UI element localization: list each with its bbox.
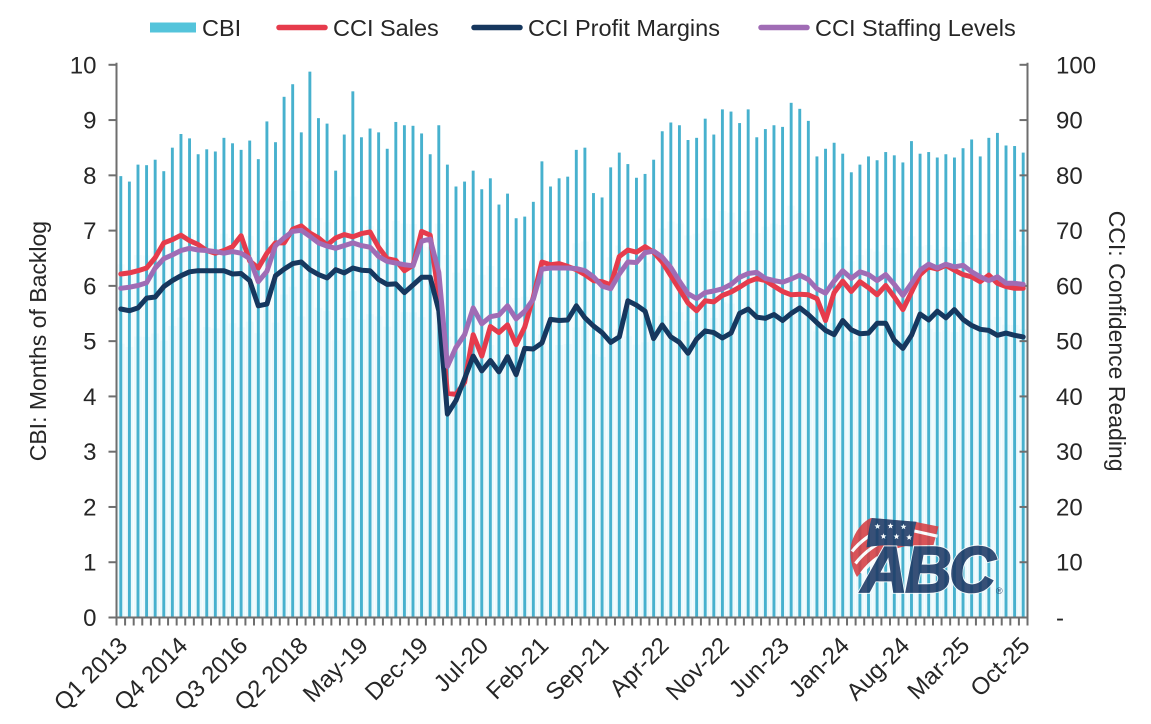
svg-text:70: 70 [1056, 218, 1083, 245]
svg-text:CBI: Months of Backlog: CBI: Months of Backlog [25, 221, 51, 461]
svg-text:Dec-19: Dec-19 [360, 632, 434, 706]
svg-text:10: 10 [1056, 550, 1083, 577]
svg-text:50: 50 [1056, 329, 1083, 356]
svg-text:40: 40 [1056, 384, 1083, 411]
svg-text:9: 9 [83, 108, 96, 135]
svg-text:5: 5 [83, 329, 96, 356]
svg-text:60: 60 [1056, 273, 1083, 300]
svg-text:Jan-24: Jan-24 [784, 632, 855, 703]
svg-text:7: 7 [83, 218, 96, 245]
svg-text:CCI: Confidence Reading: CCI: Confidence Reading [1104, 211, 1130, 472]
svg-text:CCI Staffing Levels: CCI Staffing Levels [815, 15, 1016, 41]
svg-text:8: 8 [83, 163, 96, 190]
svg-text:3: 3 [83, 439, 96, 466]
svg-text:Jun-23: Jun-23 [724, 632, 795, 703]
svg-text:CCI Sales: CCI Sales [333, 15, 439, 41]
svg-text:Apr-22: Apr-22 [604, 632, 674, 702]
svg-text:10: 10 [70, 52, 97, 79]
svg-text:ABC: ABC [859, 533, 997, 606]
svg-text:20: 20 [1056, 495, 1083, 522]
svg-text:Feb-21: Feb-21 [481, 632, 554, 705]
svg-text:May-19: May-19 [298, 632, 374, 708]
svg-text:Nov-22: Nov-22 [661, 632, 735, 706]
svg-text:Sep-21: Sep-21 [541, 632, 615, 706]
svg-text:CCI Profit Margins: CCI Profit Margins [528, 15, 720, 41]
svg-text:ABC: ABC [859, 533, 997, 606]
svg-text:90: 90 [1056, 108, 1083, 135]
svg-text:6: 6 [83, 273, 96, 300]
svg-text:Mar-25: Mar-25 [902, 632, 975, 705]
svg-text:®: ® [996, 586, 1003, 596]
svg-text:0: 0 [83, 605, 96, 632]
svg-text:CBI: CBI [202, 15, 241, 41]
svg-text:30: 30 [1056, 439, 1083, 466]
svg-text:100: 100 [1056, 52, 1096, 79]
svg-text:80: 80 [1056, 163, 1083, 190]
svg-text:Oct-25: Oct-25 [965, 632, 1035, 702]
svg-text:4: 4 [83, 384, 96, 411]
svg-text:2: 2 [83, 495, 96, 522]
svg-text:Aug-24: Aug-24 [841, 632, 915, 706]
svg-text:1: 1 [83, 550, 96, 577]
svg-text:-: - [1056, 605, 1064, 632]
